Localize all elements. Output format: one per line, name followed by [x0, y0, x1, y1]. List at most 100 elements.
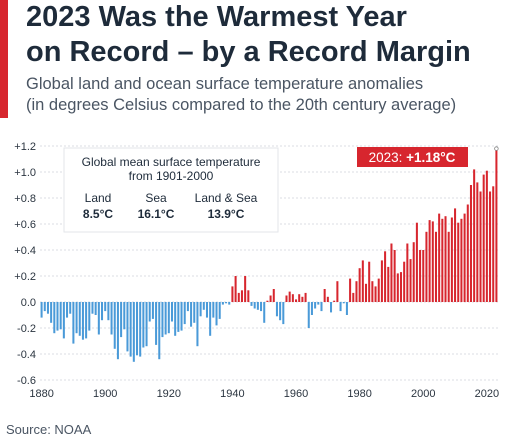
y-tick-label: +1.2 — [14, 141, 36, 153]
bar-1903 — [113, 302, 116, 349]
bar-1952 — [269, 295, 272, 302]
bar-1973 — [336, 281, 339, 302]
bar-1971 — [330, 302, 333, 313]
x-tick-label: 2020 — [475, 388, 499, 400]
page-subtitle: Global land and ocean surface temperatur… — [26, 74, 510, 116]
bar-1887 — [62, 302, 65, 339]
bar-1950 — [263, 302, 266, 323]
bar-1936 — [218, 302, 221, 319]
bar-1896 — [91, 302, 94, 314]
bar-1886 — [59, 302, 62, 330]
bar-1968 — [320, 302, 323, 312]
x-tick-label: 1900 — [93, 388, 117, 400]
bar-1982 — [364, 283, 368, 302]
x-tick-label: 1920 — [157, 388, 181, 400]
bar-2018 — [479, 191, 482, 302]
bar-2011 — [457, 222, 460, 302]
page-title: 2023 Was the Warmest Year on Record – by… — [26, 0, 510, 70]
callout-value: +1.18°C — [406, 150, 456, 165]
y-tick-label: +1.0 — [14, 167, 36, 179]
info-box-title-line-1: Global mean surface temperature — [82, 155, 261, 169]
x-tick-labels: 1880 1900 1920 1940 1960 1980 2000 2020 — [29, 388, 499, 400]
bar-1931 — [202, 302, 205, 310]
bar-2009 — [450, 217, 453, 302]
callout-text: 2023: +1.18°C — [369, 150, 456, 165]
bar-1885 — [56, 302, 59, 331]
bar-2014 — [466, 204, 469, 302]
bar-1946 — [250, 302, 253, 306]
bar-1951 — [266, 300, 269, 302]
bar-1901 — [107, 302, 110, 321]
bar-1917 — [158, 302, 161, 360]
bar-1906 — [123, 302, 126, 330]
bar-1994 — [403, 261, 406, 302]
bar-1967 — [317, 302, 320, 305]
bar-2006 — [441, 218, 444, 302]
bar-1880 — [40, 302, 43, 318]
bar-1899 — [101, 302, 104, 321]
info-box-label: Sea — [145, 191, 167, 205]
bar-2022 — [492, 186, 495, 302]
bar-2005 — [438, 213, 441, 302]
bar-1988 — [384, 251, 387, 302]
bar-1892 — [78, 302, 81, 336]
bar-1916 — [155, 302, 158, 345]
bar-1890 — [72, 302, 75, 344]
bar-2019 — [482, 174, 485, 302]
bar-1911 — [139, 302, 142, 357]
bar-1921 — [170, 302, 174, 322]
bar-1948 — [256, 302, 259, 310]
info-box-frame — [63, 147, 279, 233]
bar-1913 — [145, 302, 148, 347]
bar-1997 — [412, 242, 415, 302]
callout-marker — [494, 146, 499, 151]
subtitle-line-2: (in degrees Celsius compared to the 20th… — [26, 96, 457, 114]
y-tick-label: +0.4 — [14, 245, 36, 257]
bar-layer — [40, 148, 498, 362]
bar-1888 — [66, 302, 69, 318]
bar-1964 — [307, 302, 310, 328]
bar-1912 — [142, 302, 145, 348]
bar-2002 — [428, 220, 431, 302]
bar-2020 — [485, 170, 488, 302]
bar-1972 — [333, 300, 336, 302]
y-tick-label: +0.8 — [14, 193, 36, 205]
bar-2003 — [431, 221, 434, 302]
info-box-title-line-2: from 1901-2000 — [129, 169, 214, 183]
bar-1965 — [310, 302, 313, 315]
bar-1959 — [291, 294, 294, 302]
bar-1962 — [301, 296, 304, 302]
bar-1914 — [148, 302, 151, 322]
bar-1915 — [151, 302, 154, 319]
bar-1928 — [193, 302, 196, 323]
bar-1966 — [314, 302, 317, 309]
x-tick-label: 1980 — [347, 388, 371, 400]
y-tick-label: -0.6 — [17, 375, 36, 387]
bar-1963 — [304, 292, 307, 302]
bar-2010 — [454, 208, 457, 302]
bar-1927 — [190, 302, 193, 327]
bar-1934 — [212, 302, 215, 318]
y-tick-label: -0.2 — [17, 323, 36, 335]
bar-1900 — [104, 302, 107, 312]
bar-1939 — [228, 302, 231, 305]
bar-1937 — [221, 302, 224, 305]
info-box-label: Land & Sea — [195, 191, 258, 205]
bar-1978 — [352, 292, 355, 302]
bar-1920 — [167, 302, 170, 334]
callout-prefix: 2023: — [369, 150, 407, 165]
bar-1993 — [399, 272, 403, 302]
bar-1895 — [88, 302, 91, 331]
bar-2017 — [476, 182, 479, 302]
bar-1924 — [180, 302, 183, 331]
bar-1919 — [164, 302, 167, 335]
subtitle-line-1: Global land and ocean surface temperatur… — [26, 75, 424, 93]
bar-1987 — [380, 260, 383, 302]
bar-1932 — [205, 302, 208, 318]
bar-1910 — [135, 302, 139, 356]
bar-1957 — [285, 295, 288, 302]
bar-1953 — [272, 289, 275, 302]
bar-1990 — [390, 243, 393, 302]
source-note: Source: NOAA — [6, 422, 92, 437]
